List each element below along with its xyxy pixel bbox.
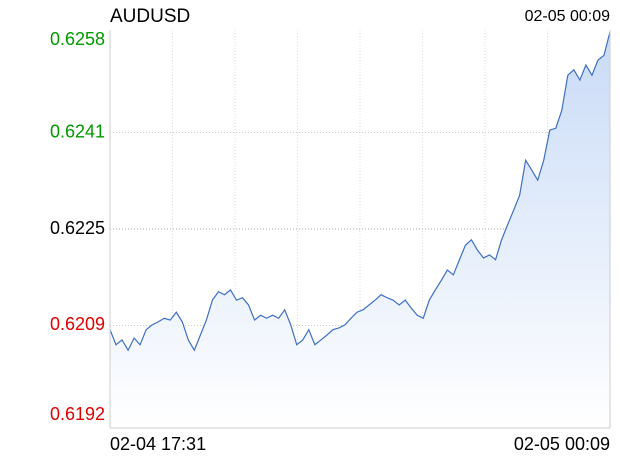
y-tick-label: 0.6241 [50,121,105,141]
y-tick-label: 0.6192 [50,404,105,424]
area [110,31,610,429]
y-tick-label: 0.6209 [50,314,105,334]
x-tick-label: 02-05 00:09 [514,434,610,454]
x-tick-label: 02-04 17:31 [110,434,206,454]
line [109,31,611,352]
y-tick-label: 0.6225 [50,218,105,238]
chart-title: AUDUSD [110,6,190,27]
y-tick-label: 0.6258 [50,29,105,49]
last-time: 02-05 00:09 [525,8,611,25]
